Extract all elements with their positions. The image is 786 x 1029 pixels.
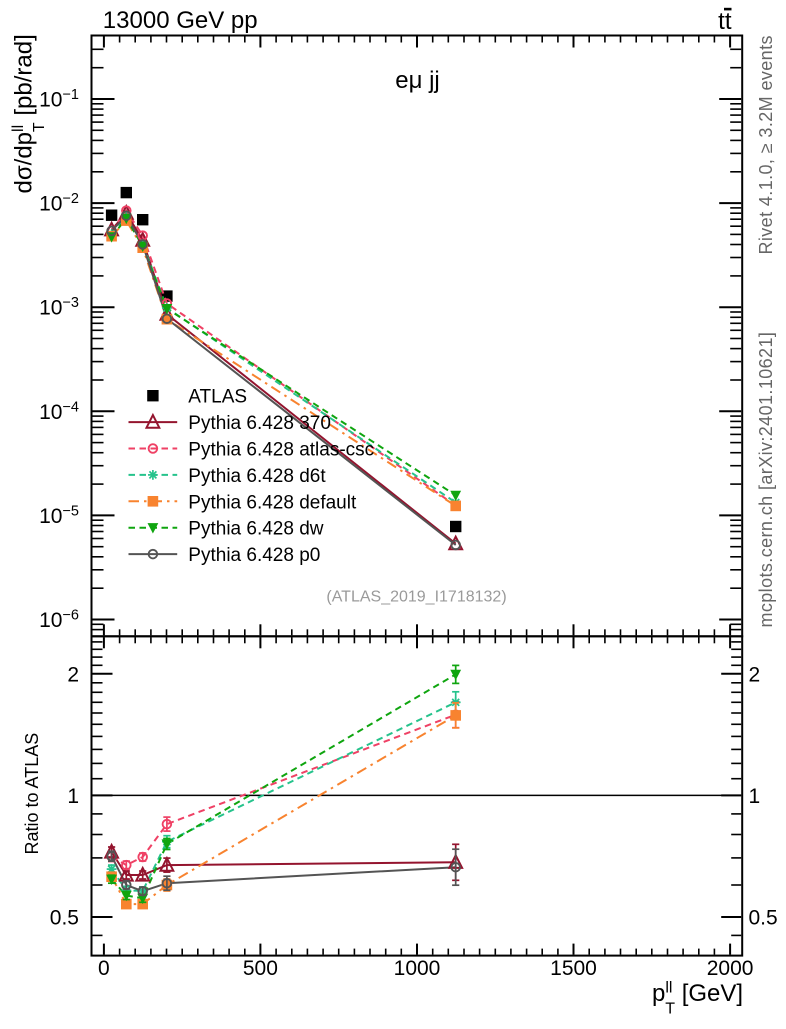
svg-text:Pythia 6.428 p0: Pythia 6.428 p0 xyxy=(188,545,320,566)
svg-text:mcplots.cern.ch [arXiv:2401.10: mcplots.cern.ch [arXiv:2401.10621] xyxy=(756,332,776,627)
svg-text:Pythia 6.428 d6t: Pythia 6.428 d6t xyxy=(188,466,326,487)
svg-text:ATLAS: ATLAS xyxy=(188,387,247,408)
svg-text:0: 0 xyxy=(98,957,110,980)
svg-text:2: 2 xyxy=(749,663,761,686)
svg-text:tt: tt xyxy=(718,8,732,35)
svg-text:2000: 2000 xyxy=(707,957,754,980)
svg-text:13000 GeV pp: 13000 GeV pp xyxy=(103,7,258,34)
svg-text:Pythia 6.428 atlas-csc: Pythia 6.428 atlas-csc xyxy=(188,440,374,461)
svg-text:Pythia 6.428 370: Pythia 6.428 370 xyxy=(188,413,331,434)
svg-text:Rivet 4.1.0, ≥ 3.2M events: Rivet 4.1.0, ≥ 3.2M events xyxy=(756,36,776,255)
svg-text:Pythia 6.428 dw: Pythia 6.428 dw xyxy=(188,519,323,540)
svg-text:0.5: 0.5 xyxy=(749,907,778,930)
svg-text:Ratio to ATLAS: Ratio to ATLAS xyxy=(22,733,42,855)
svg-text:0.5: 0.5 xyxy=(50,907,79,930)
svg-text:1: 1 xyxy=(749,785,761,808)
svg-text:1: 1 xyxy=(67,785,79,808)
svg-text:(ATLAS_2019_I1718132): (ATLAS_2019_I1718132) xyxy=(326,589,506,606)
svg-text:2: 2 xyxy=(67,663,79,686)
svg-text:500: 500 xyxy=(243,957,278,980)
svg-text:eμ jj: eμ jj xyxy=(395,67,440,94)
svg-text:1000: 1000 xyxy=(394,957,441,980)
svg-text:1500: 1500 xyxy=(550,957,597,980)
svg-text:Pythia 6.428 default: Pythia 6.428 default xyxy=(188,492,357,513)
